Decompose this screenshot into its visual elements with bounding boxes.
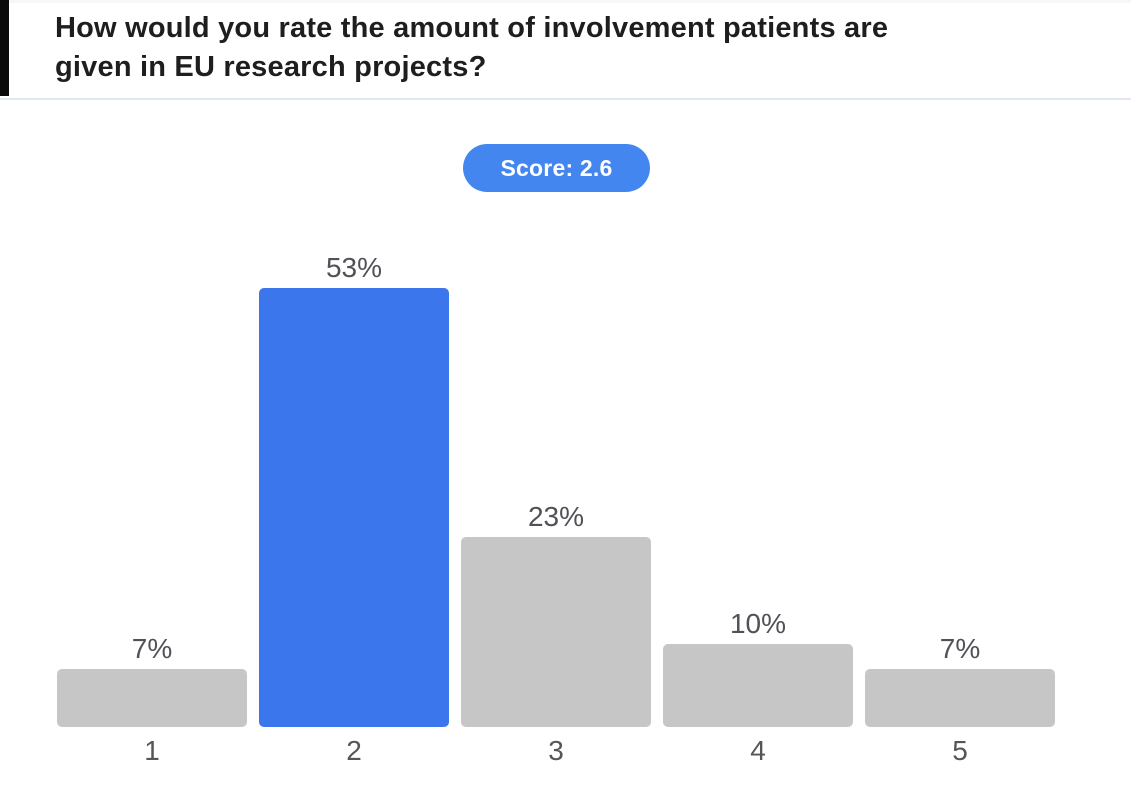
chart-columns: 7% 53% 23% 10% 7% bbox=[57, 192, 1056, 727]
x-axis-tick-label: 4 bbox=[750, 735, 766, 766]
header-divider bbox=[0, 98, 1131, 100]
x-axis-tick-label: 2 bbox=[346, 735, 362, 766]
bar-column: 7% bbox=[57, 192, 247, 727]
page-title: How would you rate the amount of involve… bbox=[55, 12, 889, 83]
bar-chart: Score: 2.6 7% 53% 23% 10% 7% 1 2 3 4 5 bbox=[57, 144, 1056, 766]
bar-column: 53% bbox=[259, 192, 449, 727]
score-badge-row: Score: 2.6 bbox=[57, 144, 1056, 192]
bar bbox=[663, 644, 853, 727]
x-axis-tick-label: 1 bbox=[144, 735, 160, 766]
chart-x-axis-labels: 1 2 3 4 5 bbox=[57, 736, 1056, 766]
bar-column: 10% bbox=[663, 192, 853, 727]
x-axis-tick-label: 5 bbox=[952, 735, 968, 766]
bar-value-label: 23% bbox=[527, 501, 585, 532]
bar-value-label: 10% bbox=[729, 608, 787, 639]
score-badge: Score: 2.6 bbox=[462, 144, 651, 192]
bar-column: 7% bbox=[865, 192, 1055, 727]
bar-value-label: 7% bbox=[131, 633, 173, 664]
bar bbox=[461, 537, 651, 727]
page-edge-bar bbox=[0, 0, 9, 96]
bar bbox=[57, 669, 247, 727]
bar bbox=[865, 669, 1055, 727]
bar bbox=[259, 288, 449, 727]
bar-value-label: 7% bbox=[939, 633, 981, 664]
header: How would you rate the amount of involve… bbox=[0, 3, 1131, 87]
bar-column: 23% bbox=[461, 192, 651, 727]
x-axis-tick-label: 3 bbox=[548, 735, 564, 766]
bar-value-label: 53% bbox=[325, 252, 383, 283]
